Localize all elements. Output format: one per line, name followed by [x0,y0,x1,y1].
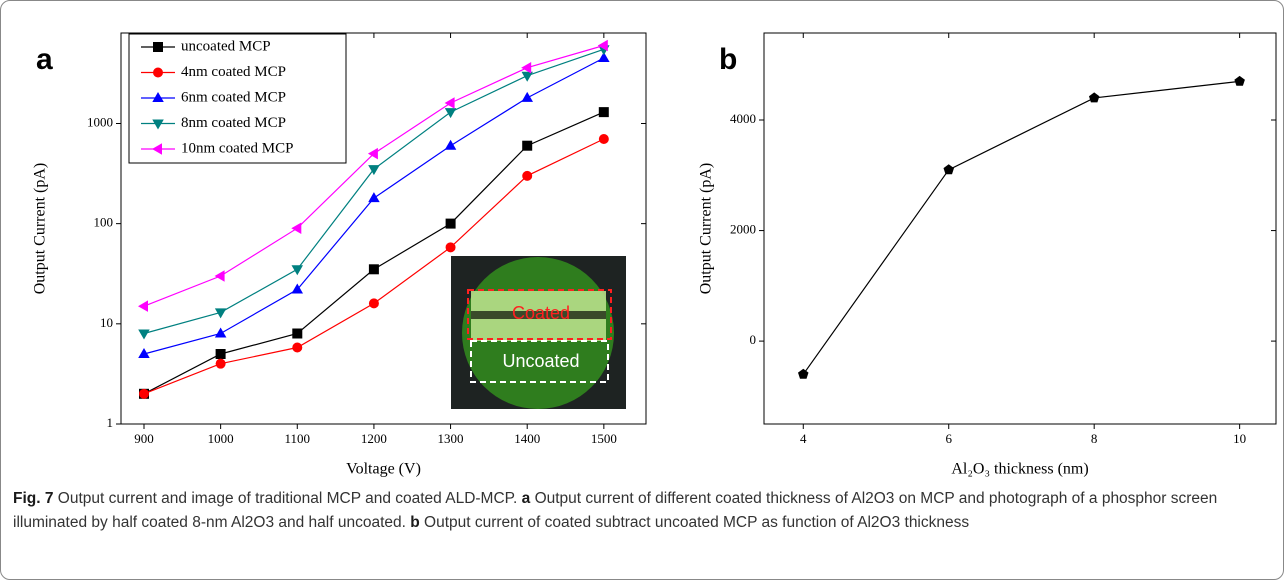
y-axis-label: Output Current (pA) [32,163,49,295]
caption-b-label: b [410,514,420,531]
marker [368,264,379,275]
marker [444,97,455,109]
marker [798,368,809,379]
marker [368,298,379,309]
marker [291,283,303,294]
caption-title: Output current and image of traditional … [57,490,518,507]
marker [444,139,457,150]
marker [521,71,533,82]
marker [521,91,533,102]
inset-label: Coated [512,303,570,323]
y-tick-label: 100 [94,215,114,230]
x-tick-label: 6 [945,431,952,446]
marker [138,348,150,358]
charts: 900 1000 1100 1200 1300 1400 15001101001000Vol… [32,32,1277,478]
marker [291,265,303,276]
marker [291,222,302,234]
marker [152,119,164,130]
inset-photo: Coated Uncoated [451,256,626,409]
marker [598,133,609,144]
x-axis-label: Voltage (V) [346,461,421,478]
legend-label: 6nm coated MCP [181,89,286,105]
marker [444,108,457,119]
marker [138,388,149,399]
x-tick-label: 8 [1091,431,1098,446]
marker [138,300,148,312]
x-tick-label: 1100 [285,431,311,446]
y-tick-label: 10 [100,315,113,330]
photo-band [471,311,606,319]
marker [598,52,610,62]
marker [597,39,608,52]
marker [943,164,954,175]
marker [292,328,303,339]
y-tick-label: 4000 [730,111,756,126]
x-tick-label: 1500 [591,431,617,446]
caption-label: Fig. 7 [13,490,54,507]
y-tick-label: 0 [750,332,757,347]
x-tick-label: 4 [800,431,807,446]
uncoated-box [470,340,609,383]
x-tick-label: 1400 [514,431,540,446]
marker [152,92,164,102]
marker [368,165,380,176]
x-tick-label: 1000 [208,431,234,446]
panel-label: a [36,43,53,76]
marker [598,107,609,118]
legend-label: 8nm coated MCP [181,115,286,131]
marker [522,140,533,151]
x-axis-label: Al₂O₃ thickness (nm) [951,461,1088,478]
legend-label: 10nm coated MCP [181,140,294,156]
marker [445,218,456,229]
y-tick-label: 1000 [87,114,113,129]
marker [445,242,456,253]
marker [153,67,163,78]
marker [292,342,303,353]
plot-frame [120,32,647,425]
marker [368,192,380,203]
x-tick-label: 1200 [361,431,387,446]
caption-b-text: Output current of coated subtract uncoat… [424,514,970,531]
marker [521,62,532,74]
marker [138,329,150,340]
legend-label: 4nm coated MCP [181,64,286,80]
marker [214,308,227,319]
marker [522,170,533,181]
y-tick-label: 1 [107,415,114,430]
coated-box [467,289,612,340]
marker [153,42,163,52]
caption-a-label: a [521,490,531,507]
legend-label: uncoated MCP [181,38,271,54]
series-line [802,80,1240,375]
x-tick-label: 900 [134,431,154,446]
marker [215,358,226,369]
x-tick-label: 1300 [438,431,464,446]
marker [215,349,226,359]
caption-a-text: Output current of different coated thick… [13,490,1218,531]
marker [1089,92,1100,103]
marker [152,143,162,155]
x-tick-label: 10 [1233,431,1246,446]
marker [214,327,227,338]
marker [214,270,225,282]
marker [367,147,378,160]
marker [1234,75,1245,86]
panel-label: b [719,43,737,76]
plot-frame [763,32,1277,425]
inset-label: Uncoated [502,351,579,371]
y-tick-label: 2000 [730,222,756,237]
y-axis-label: Output Current (pA) [698,163,715,295]
caption: Fig. 7 Output current and image of tradi… [13,487,1275,535]
